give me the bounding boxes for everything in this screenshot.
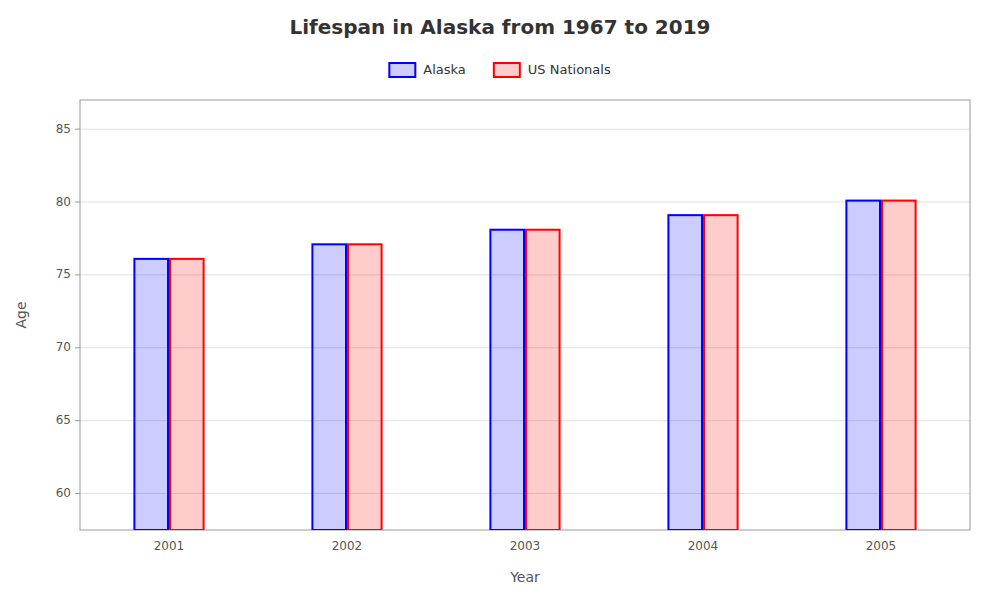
y-tick-label: 65 (56, 413, 71, 427)
bar (170, 259, 204, 530)
legend-label: Alaska (423, 62, 466, 77)
title: Lifespan in Alaska from 1967 to 2019 (290, 15, 711, 39)
y-tick (75, 274, 80, 275)
x-tick-label: 2002 (332, 539, 363, 553)
legend-swatch (494, 63, 520, 77)
y-axis-label: Age (13, 301, 29, 328)
legend-swatch (389, 63, 415, 77)
bar (846, 201, 880, 530)
y-tick (75, 347, 80, 348)
y-tick-label: 80 (56, 195, 71, 209)
bar (526, 230, 560, 530)
bars (134, 201, 915, 530)
bar (312, 244, 346, 530)
grid-line (80, 129, 970, 130)
y-tick (75, 420, 80, 421)
x-tick-label: 2004 (688, 539, 719, 553)
x-axis-label: Year (509, 569, 540, 585)
x-tick-label: 2001 (154, 539, 185, 553)
y-tick-label: 85 (56, 122, 71, 136)
chart: 60 65 70 75 80 85 2001 2002 2003 2004 2005 Lifespan… (0, 0, 1000, 600)
bar (882, 201, 916, 530)
y-tick (75, 202, 80, 203)
legend-label: US Nationals (528, 62, 611, 77)
grid-line (80, 202, 970, 203)
bar (134, 259, 168, 530)
legend: Alaska US Nationals (389, 62, 611, 78)
y-tick-label: 60 (56, 486, 71, 500)
y-tick (75, 129, 80, 130)
x-tick-label: 2003 (510, 539, 541, 553)
legend-item: US Nationals (494, 62, 611, 78)
bar (348, 244, 382, 530)
bar (704, 215, 738, 530)
y-tick-label: 70 (56, 340, 71, 354)
bar (668, 215, 702, 530)
legend-item: Alaska (389, 62, 466, 78)
plot-frame (80, 100, 970, 530)
x-tick-label: 2005 (866, 539, 897, 553)
x-axis: 2001 2002 2003 2004 2005 (154, 539, 897, 553)
y-tick-label: 75 (56, 267, 71, 281)
bar (490, 230, 524, 530)
y-tick (75, 493, 80, 494)
y-axis: 60 65 70 75 80 85 (56, 122, 80, 500)
